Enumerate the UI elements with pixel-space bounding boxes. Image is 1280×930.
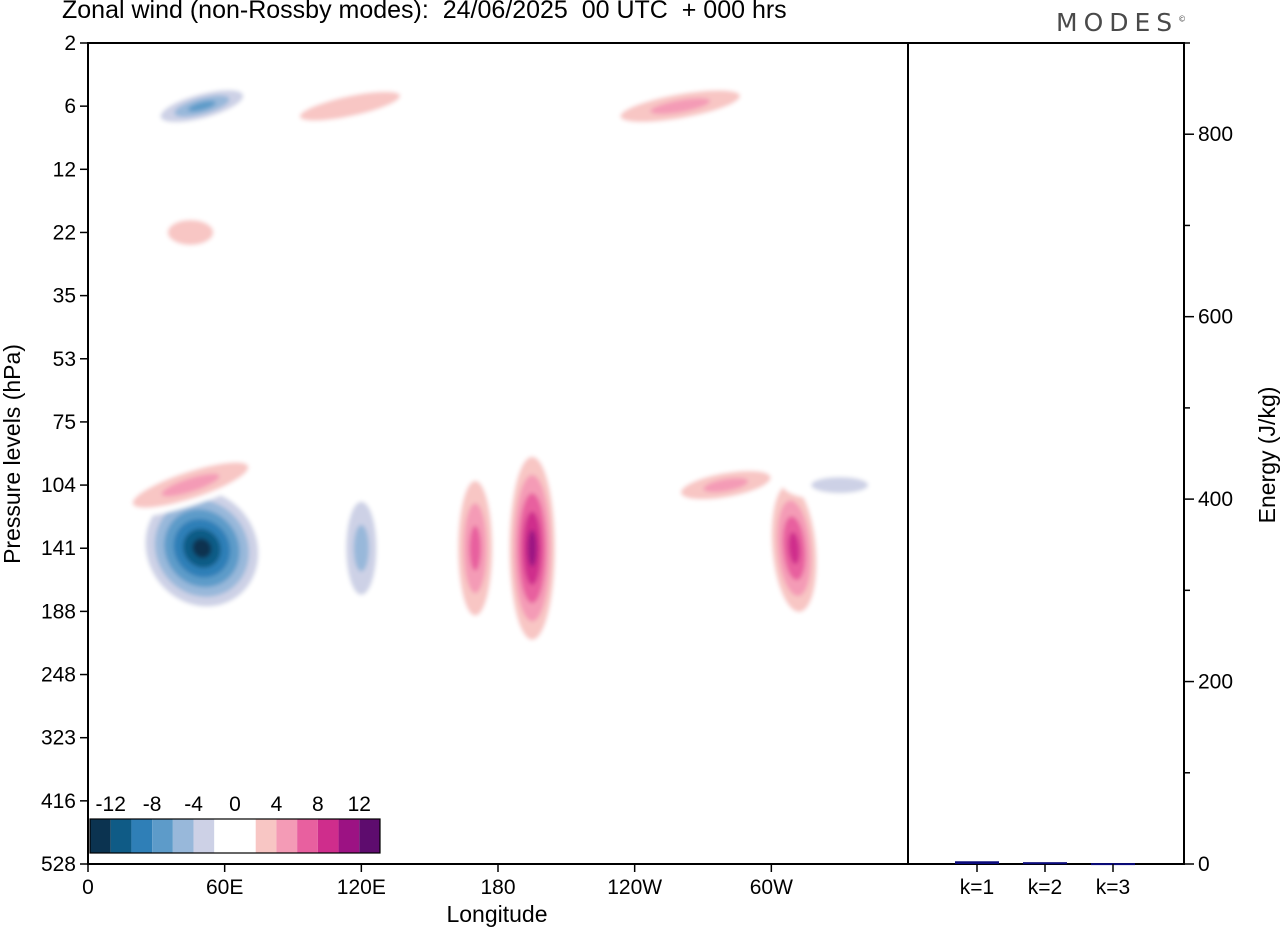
colorbar-swatch [297, 819, 318, 853]
colorbar-swatch [152, 819, 173, 853]
energy-cat-label: k=3 [1096, 876, 1130, 899]
y-tick-label: 6 [64, 95, 76, 118]
longitude-axis: 0 60E 120E 180 120W 60W [82, 864, 793, 899]
wind-contour [509, 319, 714, 399]
chart-canvas: 2 6 12 22 35 53 75 104 141 188 248 323 416 528 0 60E 12… [0, 0, 1280, 930]
colorbar-label: -12 [96, 793, 126, 816]
energy-tick-label: 200 [1198, 671, 1233, 694]
energy-cat-label: k=2 [1028, 876, 1062, 899]
colorbar-swatch [173, 819, 194, 853]
energy-chart: 0 200 400 600 800 k=1 k=2 k=3 [955, 43, 1233, 899]
wind-contour [485, 0, 601, 1]
x-axis-label: Longitude [446, 901, 547, 927]
wind-contour [528, 530, 537, 567]
wind-field [98, 0, 897, 658]
wind-contour [168, 220, 214, 245]
colorbar: -12 -8 -4 0 4 8 12 [90, 793, 380, 853]
colorbar-swatch [111, 819, 132, 853]
energy-tick-label: 600 [1198, 306, 1233, 329]
pressure-axis: 2 6 12 22 35 53 75 104 141 188 248 323 416 528 [41, 32, 88, 876]
x-tick-label: 180 [480, 876, 515, 899]
colorbar-swatch [90, 819, 111, 853]
y-axis-label: Pressure levels (hPa) [0, 344, 25, 564]
y-tick-label: 141 [41, 537, 76, 560]
x-tick-label: 120W [607, 876, 662, 899]
plot-frame [88, 43, 908, 864]
y-tick-label: 12 [53, 158, 76, 181]
wind-contour [811, 477, 868, 493]
energy-bar [955, 861, 999, 864]
y-tick-label: 188 [41, 600, 76, 623]
y-tick-label: 53 [53, 348, 76, 371]
energy-panel-frame [908, 43, 1184, 864]
colorbar-swatch [214, 819, 235, 853]
colorbar-label: -4 [184, 793, 203, 816]
y-tick-label: 35 [53, 285, 76, 308]
colorbar-swatch [256, 819, 277, 853]
energy-tick-label: 0 [1198, 853, 1210, 876]
y-tick-label: 248 [41, 664, 76, 687]
energy-axis-label: Energy (J/kg) [1254, 387, 1280, 524]
wind-contour [354, 525, 369, 572]
y-tick-label: 323 [41, 727, 76, 750]
colorbar-swatch [235, 819, 256, 853]
y-tick-label: 104 [41, 474, 76, 497]
colorbar-swatch [131, 819, 152, 853]
y-tick-label: 416 [41, 790, 76, 813]
colorbar-label: 12 [348, 793, 371, 816]
colorbar-swatch [194, 819, 215, 853]
colorbar-swatch [339, 819, 360, 853]
energy-cat-label: k=1 [960, 876, 994, 899]
y-tick-label: 528 [41, 853, 76, 876]
wind-contour [470, 526, 481, 571]
colorbar-label: 4 [271, 793, 283, 816]
colorbar-label: 0 [229, 793, 241, 816]
x-tick-label: 120E [337, 876, 386, 899]
energy-tick-label: 800 [1198, 123, 1233, 146]
colorbar-swatch [276, 819, 297, 853]
colorbar-swatch [359, 819, 380, 853]
energy-tick-label: 400 [1198, 488, 1233, 511]
colorbar-label: 8 [312, 793, 324, 816]
energy-bar [1023, 862, 1067, 864]
colorbar-swatch [318, 819, 339, 853]
y-tick-label: 2 [64, 32, 76, 55]
x-tick-label: 60W [750, 876, 793, 899]
wind-contour [324, 194, 490, 271]
colorbar-label: -8 [143, 793, 162, 816]
x-tick-label: 0 [82, 876, 94, 899]
wind-contour [474, 0, 613, 5]
y-tick-label: 22 [53, 221, 76, 244]
x-tick-label: 60E [206, 876, 243, 899]
y-tick-label: 75 [53, 411, 76, 434]
